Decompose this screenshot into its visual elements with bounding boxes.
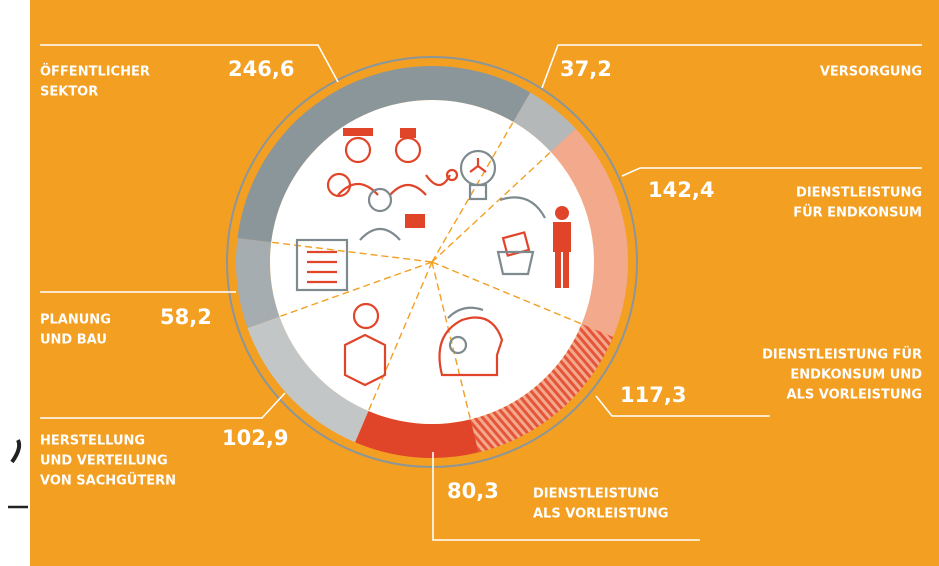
value-label: 37,2	[560, 57, 612, 81]
value-label: 117,3	[620, 383, 686, 407]
category-label: PLANUNG	[40, 313, 111, 328]
category-label: UND BAU	[40, 333, 107, 348]
icon	[405, 214, 425, 228]
category-label: FÜR ENDKONSUM	[793, 205, 922, 221]
icon	[555, 206, 569, 220]
value-label: 80,3	[447, 479, 499, 503]
category-label: ENDKONSUM UND	[790, 368, 922, 383]
page: {"chart_data": {"type": "donut", "catego…	[0, 0, 939, 566]
category-label: DIENSTLEISTUNG	[796, 186, 922, 201]
category-label: VON SACHGÜTERN	[40, 473, 176, 489]
icon	[555, 250, 561, 288]
category-label: SEKTOR	[40, 85, 98, 100]
icon	[553, 222, 571, 252]
category-label: ALS VORLEISTUNG	[787, 388, 922, 403]
category-label: DIENSTLEISTUNG FÜR	[762, 347, 922, 363]
value-label: 58,2	[160, 305, 212, 329]
edge-artifact	[12, 440, 19, 462]
icon	[343, 128, 373, 136]
value-label: 102,9	[222, 426, 288, 450]
category-label: ÖFFENTLICHER	[40, 64, 150, 80]
category-label: VERSORGUNG	[820, 65, 922, 80]
category-label: UND VERTEILUNG	[40, 454, 168, 469]
icon	[400, 128, 416, 138]
icon	[563, 250, 569, 288]
value-label: 246,6	[228, 57, 294, 81]
category-label: ALS VORLEISTUNG	[533, 507, 668, 522]
value-label: 142,4	[648, 178, 714, 202]
category-label: HERSTELLUNG	[40, 434, 145, 449]
chart: ÖFFENTLICHER SEKTOR 246,6 VERSORGUNG 37,2 DIE…	[0, 0, 939, 566]
category-label: DIENSTLEISTUNG	[533, 487, 659, 502]
